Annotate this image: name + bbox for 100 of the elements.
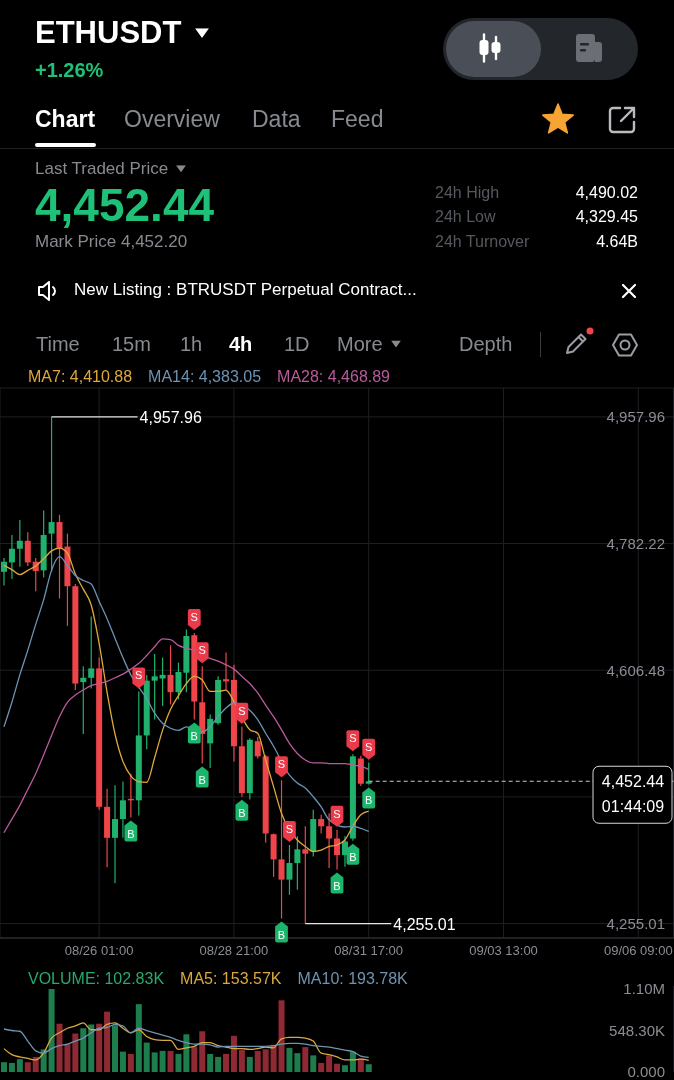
bar bbox=[80, 1028, 87, 1072]
bar bbox=[143, 1042, 150, 1072]
bar bbox=[112, 1025, 119, 1072]
bar bbox=[88, 1024, 95, 1072]
candlestick bbox=[223, 651, 230, 691]
candlestick bbox=[80, 665, 87, 735]
bar bbox=[270, 1044, 277, 1072]
text: 24h High bbox=[435, 183, 500, 203]
bar bbox=[365, 1064, 372, 1072]
bar bbox=[159, 1050, 166, 1072]
y-tick-label: 0.000 bbox=[627, 1063, 665, 1080]
text: Data bbox=[252, 105, 301, 133]
text: 4,329.45 bbox=[575, 207, 638, 227]
bar bbox=[175, 1053, 182, 1072]
bar bbox=[246, 1056, 253, 1072]
y-tick-label: 4,606.48 bbox=[606, 661, 665, 679]
bar bbox=[191, 1047, 198, 1072]
bar bbox=[302, 1047, 309, 1072]
bar bbox=[183, 1034, 190, 1072]
candlestick bbox=[151, 653, 158, 721]
bar bbox=[32, 1056, 39, 1072]
bar bbox=[199, 1031, 206, 1072]
x-tick-label: 09/03 13:00 bbox=[469, 943, 538, 959]
text: Last Traded Price bbox=[35, 159, 169, 179]
candlestick bbox=[167, 644, 174, 706]
y-tick-label: 1.10M bbox=[623, 980, 665, 998]
text: New Listing : BTRUSDT Perpetual Contract... bbox=[74, 280, 417, 300]
annotation: 4,957.96 bbox=[139, 408, 202, 426]
candlestick bbox=[294, 835, 301, 891]
bar bbox=[326, 1055, 333, 1072]
text: MA14: 4,383.05 bbox=[148, 367, 262, 387]
annotation: S bbox=[190, 611, 198, 624]
annotation: S bbox=[365, 740, 373, 753]
candlestick bbox=[326, 812, 333, 869]
x-tick-label: 09/06 09:00 bbox=[603, 943, 673, 959]
bar bbox=[357, 1058, 364, 1072]
bar bbox=[72, 1033, 79, 1072]
annotation: S bbox=[277, 758, 286, 771]
candlestick bbox=[112, 784, 119, 884]
bar bbox=[318, 1062, 325, 1072]
bar bbox=[294, 1053, 301, 1072]
bar bbox=[223, 1053, 230, 1072]
text: MA10: 193.78K bbox=[297, 969, 408, 989]
annotation: B bbox=[127, 827, 135, 840]
candlestick bbox=[302, 825, 309, 925]
candlestick bbox=[88, 615, 95, 690]
ref-line-label: 4,452.44 bbox=[601, 772, 665, 790]
text: 4h bbox=[229, 332, 253, 356]
candlestick bbox=[119, 780, 126, 839]
text: MA5: 153.57K bbox=[180, 969, 282, 989]
annotation: S bbox=[333, 807, 341, 820]
x-tick-label: 08/31 17:00 bbox=[334, 943, 404, 959]
candlestick bbox=[318, 814, 325, 835]
bar bbox=[334, 1063, 341, 1072]
bar bbox=[119, 1051, 126, 1072]
bar bbox=[310, 1055, 317, 1072]
text: 1h bbox=[180, 332, 203, 356]
bar bbox=[8, 1062, 15, 1072]
candlestick bbox=[175, 662, 182, 700]
bar bbox=[238, 1050, 245, 1072]
annotation: B bbox=[333, 879, 341, 892]
candlestick bbox=[1, 557, 7, 587]
annotation: B bbox=[190, 729, 198, 742]
bar bbox=[135, 1004, 142, 1072]
series-label: VOLUME: 102.83K bbox=[28, 969, 165, 989]
bar bbox=[254, 1050, 261, 1072]
x-tick-label: 08/28 21:00 bbox=[199, 943, 269, 959]
text: MA28: 4,468.89 bbox=[277, 367, 391, 387]
text: 24h Low bbox=[435, 207, 496, 227]
text: 4.64B bbox=[596, 232, 638, 252]
bar bbox=[104, 1011, 111, 1072]
annotation: S bbox=[135, 669, 143, 682]
text: 24h Turnover bbox=[435, 232, 530, 252]
annotation: S bbox=[349, 732, 357, 745]
bar bbox=[48, 989, 55, 1072]
candlestick bbox=[16, 519, 23, 568]
annotation: B bbox=[198, 773, 206, 786]
text: MA7: 4,410.88 bbox=[28, 367, 133, 387]
annotation: B bbox=[277, 928, 286, 941]
bar bbox=[341, 1065, 348, 1072]
bar bbox=[286, 1047, 293, 1072]
annotation: 01:44:09 bbox=[601, 797, 665, 815]
text: Overview bbox=[124, 105, 220, 133]
candlestick bbox=[278, 779, 285, 920]
y-tick-label: 4,957.96 bbox=[606, 408, 665, 426]
bar bbox=[167, 1050, 174, 1072]
text: Chart bbox=[35, 105, 96, 133]
y-tick-label: 4,255.01 bbox=[606, 914, 665, 932]
text: 1D bbox=[284, 332, 310, 356]
text: Feed bbox=[331, 105, 384, 133]
text: +1.26% bbox=[35, 58, 104, 82]
bar bbox=[16, 1059, 23, 1072]
text: Depth bbox=[459, 332, 513, 356]
bar bbox=[215, 1056, 222, 1072]
annotation: B bbox=[349, 850, 357, 863]
text: 4,490.02 bbox=[575, 183, 638, 203]
y-tick-label: 548.30K bbox=[609, 1021, 665, 1039]
text: More bbox=[337, 332, 383, 356]
bar bbox=[230, 1035, 237, 1072]
bar bbox=[24, 1062, 31, 1072]
